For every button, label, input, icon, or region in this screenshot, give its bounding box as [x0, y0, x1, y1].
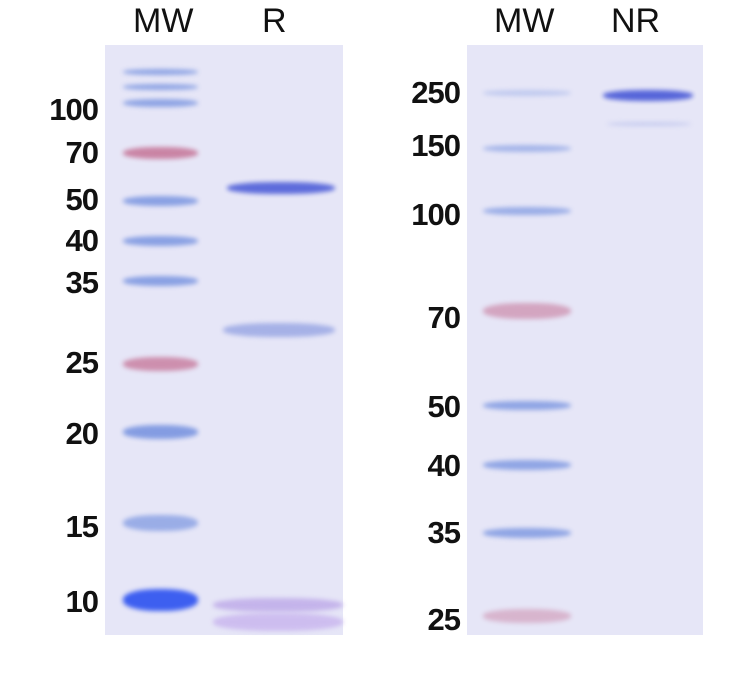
marker-label-70-right: 70	[427, 300, 461, 335]
ladder-band	[123, 425, 198, 439]
lane-label-non-reduced: NR	[611, 2, 661, 40]
ladder-band	[123, 357, 198, 371]
marker-label-10-left: 10	[65, 584, 99, 619]
marker-label-25-right: 25	[427, 602, 461, 637]
ladder-band	[483, 400, 571, 410]
ladder-band	[123, 99, 198, 107]
ladder-band	[483, 303, 571, 319]
marker-label-150-right: 150	[411, 128, 461, 163]
ladder-band	[483, 144, 571, 152]
dye-front	[213, 613, 343, 631]
ladder-band	[123, 515, 198, 531]
ladder-band	[483, 609, 571, 623]
marker-label-100-right: 100	[411, 197, 461, 232]
gel-image-left	[105, 45, 343, 635]
ladder-band	[483, 207, 571, 215]
gel-image-right	[467, 45, 703, 635]
marker-label-250-right: 250	[411, 75, 461, 110]
marker-label-100-left: 100	[49, 92, 99, 127]
marker-label-70-left: 70	[65, 135, 99, 170]
marker-label-35-right: 35	[427, 515, 461, 550]
dye-front	[213, 598, 343, 612]
marker-label-50-right: 50	[427, 389, 461, 424]
sample-band-intact	[603, 89, 693, 101]
ladder-band	[123, 147, 198, 159]
ladder-band	[483, 90, 571, 96]
marker-label-50-left: 50	[65, 182, 99, 217]
lane-label-mw-left: MW	[133, 2, 194, 40]
marker-label-20-left: 20	[65, 416, 99, 451]
ladder-band	[483, 528, 571, 538]
ladder-band	[123, 196, 198, 206]
sample-band-heavy-chain	[227, 182, 335, 194]
sample-band-light-chain	[223, 323, 335, 337]
marker-label-25-left: 25	[65, 345, 99, 380]
marker-label-15-left: 15	[65, 509, 99, 544]
lane-label-mw-right: MW	[494, 2, 555, 40]
ladder-band	[123, 589, 198, 611]
ladder-band	[123, 69, 198, 75]
sample-band-faint	[607, 122, 691, 126]
ladder-band	[123, 236, 198, 246]
lane-label-reduced: R	[262, 2, 287, 40]
marker-label-40-right: 40	[427, 448, 461, 483]
marker-label-40-left: 40	[65, 223, 99, 258]
ladder-band	[483, 460, 571, 470]
marker-label-35-left: 35	[65, 265, 99, 300]
ladder-band	[123, 276, 198, 286]
ladder-band	[123, 84, 198, 90]
